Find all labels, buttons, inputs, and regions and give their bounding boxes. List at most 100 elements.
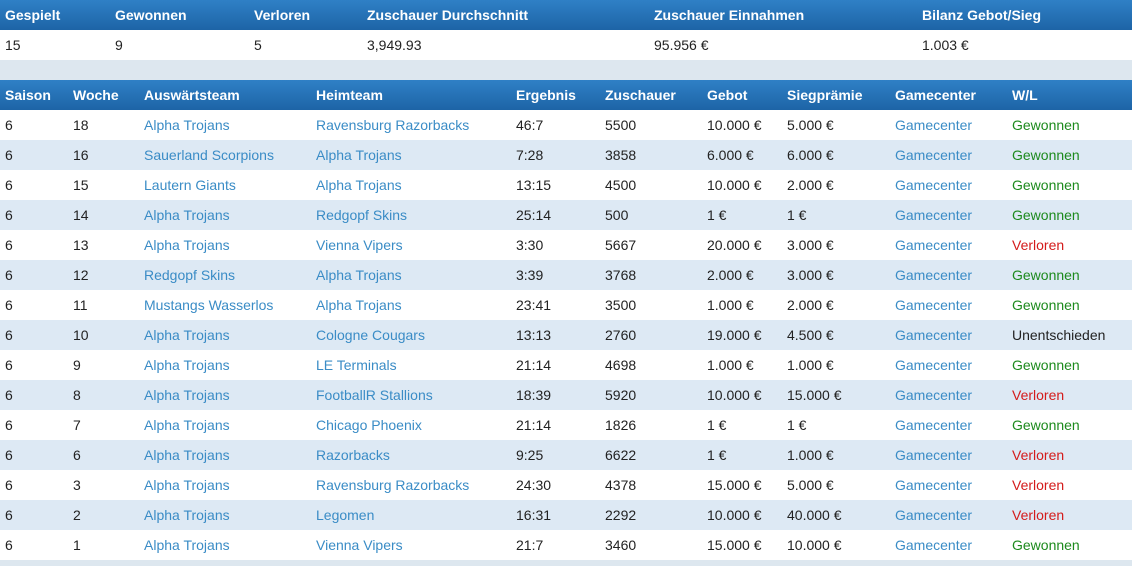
- gamecenter-link[interactable]: Gamecenter: [895, 147, 973, 163]
- home-team-link[interactable]: Cologne Cougars: [316, 327, 425, 343]
- table-row: 6 13 Alpha Trojans Vienna Vipers 3:30 5667 20.…: [0, 230, 1132, 260]
- home-team-link[interactable]: Alpha Trojans: [316, 267, 402, 283]
- home-team-link[interactable]: Chicago Phoenix: [316, 417, 422, 433]
- away-team-link[interactable]: Redgopf Skins: [144, 267, 236, 283]
- week-cell: 11: [73, 297, 88, 313]
- bid-cell: 2.000 €: [707, 267, 754, 283]
- win-bonus-cell: 5.000 €: [787, 117, 834, 133]
- win-loss-cell: Gewonnen: [1012, 117, 1080, 133]
- away-team-link[interactable]: Lautern Giants: [144, 177, 236, 193]
- away-team-link[interactable]: Alpha Trojans: [144, 447, 230, 463]
- home-team-link[interactable]: Razorbacks: [316, 447, 390, 463]
- away-team-link[interactable]: Alpha Trojans: [144, 387, 230, 403]
- gamecenter-link[interactable]: Gamecenter: [895, 507, 973, 523]
- away-team-link[interactable]: Alpha Trojans: [144, 237, 230, 253]
- home-team-link[interactable]: Alpha Trojans: [316, 297, 402, 313]
- away-team-link[interactable]: Alpha Trojans: [144, 507, 230, 523]
- gamecenter-link[interactable]: Gamecenter: [895, 477, 973, 493]
- viewers-cell: 4500: [605, 177, 637, 193]
- viewers-cell: 3768: [605, 267, 637, 283]
- away-team-link[interactable]: Alpha Trojans: [144, 477, 230, 493]
- away-team-link[interactable]: Sauerland Scorpions: [144, 147, 274, 163]
- gamecenter-link[interactable]: Gamecenter: [895, 207, 973, 223]
- score-cell: 24:30: [516, 477, 552, 493]
- week-cell: 10: [73, 327, 89, 343]
- home-team-link[interactable]: Redgopf Skins: [316, 207, 408, 223]
- win-bonus-cell: 1.000 €: [787, 447, 834, 463]
- season-cell: 6: [5, 297, 13, 313]
- header-week: Woche: [73, 87, 119, 103]
- home-team-link[interactable]: Legomen: [316, 507, 375, 523]
- home-team-link[interactable]: Alpha Trojans: [316, 177, 402, 193]
- away-team-link[interactable]: Alpha Trojans: [144, 537, 230, 553]
- bid-cell: 10.000 €: [707, 177, 762, 193]
- score-cell: 21:14: [516, 357, 552, 373]
- viewers-cell: 5920: [605, 387, 637, 403]
- home-team-link[interactable]: LE Terminals: [316, 357, 397, 373]
- bid-cell: 6.000 €: [707, 147, 754, 163]
- week-cell: 9: [73, 357, 81, 373]
- win-loss-cell: Verloren: [1012, 387, 1065, 403]
- win-bonus-cell: 15.000 €: [787, 387, 842, 403]
- score-cell: 9:25: [516, 447, 544, 463]
- gamecenter-link[interactable]: Gamecenter: [895, 537, 973, 553]
- summary-header-bid-balance: Bilanz Gebot/Sieg: [922, 7, 1042, 23]
- gamecenter-link[interactable]: Gamecenter: [895, 417, 973, 433]
- week-cell: 6: [73, 447, 81, 463]
- gamecenter-link[interactable]: Gamecenter: [895, 237, 973, 253]
- bid-cell: 10.000 €: [707, 387, 762, 403]
- win-bonus-cell: 1 €: [787, 417, 807, 433]
- header-bid: Gebot: [707, 87, 748, 103]
- summary-header-played: Gespielt: [5, 7, 61, 23]
- bid-cell: 1 €: [707, 447, 727, 463]
- gamecenter-link[interactable]: Gamecenter: [895, 177, 973, 193]
- away-team-link[interactable]: Alpha Trojans: [144, 327, 230, 343]
- away-team-link[interactable]: Alpha Trojans: [144, 117, 230, 133]
- week-cell: 18: [73, 117, 89, 133]
- season-cell: 6: [5, 117, 13, 133]
- gamecenter-link[interactable]: Gamecenter: [895, 117, 973, 133]
- score-cell: 13:13: [516, 327, 552, 343]
- summary-header-won: Gewonnen: [115, 7, 187, 23]
- summary-header-lost: Verloren: [254, 7, 311, 23]
- gamecenter-link[interactable]: Gamecenter: [895, 297, 973, 313]
- home-team-link[interactable]: Alpha Trojans: [316, 147, 402, 163]
- home-team-link[interactable]: FootballR Stallions: [316, 387, 433, 403]
- header-win-bonus: Siegprämie: [787, 87, 863, 103]
- win-loss-cell: Verloren: [1012, 447, 1065, 463]
- table-row: 6 12 Redgopf Skins Alpha Trojans 3:39 3768 2.0…: [0, 260, 1132, 290]
- win-bonus-cell: 2.000 €: [787, 177, 834, 193]
- table-row: 6 10 Alpha Trojans Cologne Cougars 13:13 2760…: [0, 320, 1132, 350]
- home-team-link[interactable]: Vienna Vipers: [316, 537, 403, 553]
- table-row: 6 1 Alpha Trojans Vienna Vipers 21:7 3460 15.0…: [0, 530, 1132, 560]
- week-cell: 8: [73, 387, 81, 403]
- home-team-link[interactable]: Vienna Vipers: [316, 237, 403, 253]
- gamecenter-link[interactable]: Gamecenter: [895, 327, 973, 343]
- season-cell: 6: [5, 177, 13, 193]
- games-header-row: Saison Woche Auswärtsteam Heimteam Ergeb…: [0, 80, 1132, 110]
- summary-header-avg-viewers: Zuschauer Durchschnitt: [367, 7, 529, 23]
- win-bonus-cell: 1.000 €: [787, 357, 834, 373]
- gamecenter-link[interactable]: Gamecenter: [895, 387, 973, 403]
- score-cell: 21:14: [516, 417, 552, 433]
- away-team-link[interactable]: Alpha Trojans: [144, 417, 230, 433]
- win-loss-cell: Gewonnen: [1012, 417, 1080, 433]
- table-row: 6 11 Mustangs Wasserlos Alpha Trojans 23:41 3…: [0, 290, 1132, 320]
- header-home-team: Heimteam: [316, 87, 383, 103]
- bid-cell: 15.000 €: [707, 537, 762, 553]
- viewers-cell: 6622: [605, 447, 637, 463]
- win-bonus-cell: 10.000 €: [787, 537, 842, 553]
- viewers-cell: 4698: [605, 357, 637, 373]
- gamecenter-link[interactable]: Gamecenter: [895, 447, 973, 463]
- score-cell: 18:39: [516, 387, 552, 403]
- gamecenter-link[interactable]: Gamecenter: [895, 267, 973, 283]
- home-team-link[interactable]: Ravensburg Razorbacks: [316, 477, 470, 493]
- season-cell: 6: [5, 417, 13, 433]
- gamecenter-link[interactable]: Gamecenter: [895, 357, 973, 373]
- table-row: 6 14 Alpha Trojans Redgopf Skins 25:14 500 1 €…: [0, 200, 1132, 230]
- away-team-link[interactable]: Alpha Trojans: [144, 207, 230, 223]
- away-team-link[interactable]: Mustangs Wasserlos: [144, 297, 274, 313]
- away-team-link[interactable]: Alpha Trojans: [144, 357, 230, 373]
- win-loss-cell: Verloren: [1012, 237, 1065, 253]
- home-team-link[interactable]: Ravensburg Razorbacks: [316, 117, 470, 133]
